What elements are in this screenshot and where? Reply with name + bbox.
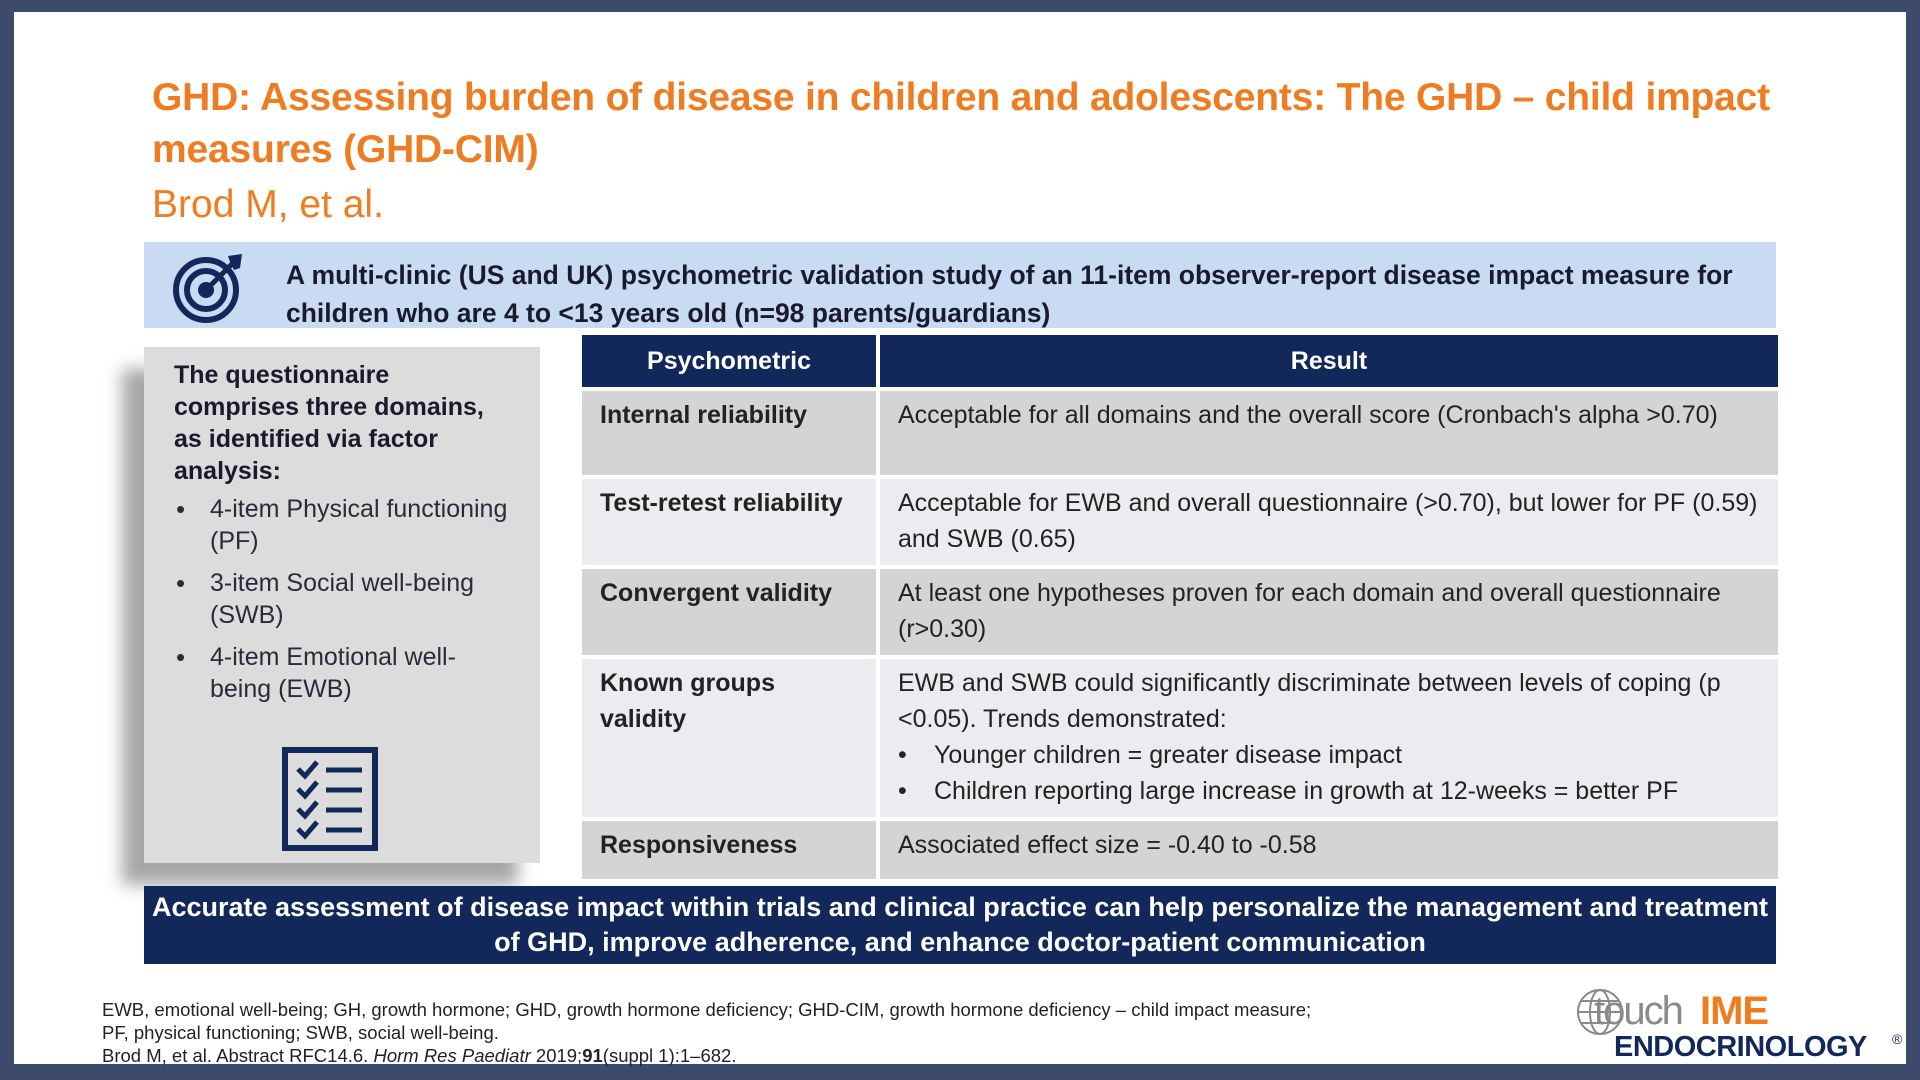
psychometric-cell: Test-retest reliability <box>582 479 880 569</box>
logo-touch: touch <box>1594 989 1682 1033</box>
list-item-label: Children reporting large increase in gro… <box>934 777 1679 805</box>
header-result: Result <box>880 335 1778 391</box>
domains-panel: The questionnaire comprises three domain… <box>144 347 540 863</box>
reference-journal: Horm Res Paediatr <box>373 1045 531 1066</box>
result-cell: At least one hypotheses proven for each … <box>880 569 1778 659</box>
reference-prefix: Brod M, et al. Abstract RFC14.6. <box>102 1045 374 1066</box>
reference-year: 2019; <box>530 1045 583 1066</box>
bullet: • <box>898 741 907 769</box>
result-cell: Associated effect size = -0.40 to -0.58 <box>880 821 1778 883</box>
checklist-icon <box>282 747 378 851</box>
list-item: • Children reporting large increase in gr… <box>898 773 1760 809</box>
table-row: Responsiveness Associated effect size = … <box>582 821 1778 883</box>
footnote-abbreviations: EWB, emotional well-being; GH, growth ho… <box>102 999 1312 1020</box>
list-item: • 3-item Social well-being (SWB) <box>174 567 514 631</box>
result-cell: Acceptable for EWB and overall questionn… <box>880 479 1778 569</box>
list-item: • Younger children = greater disease impa… <box>898 737 1760 773</box>
logo-product: ENDOCRINOLOGY <box>1614 1031 1867 1062</box>
bullet: • <box>898 777 907 805</box>
psychometric-table: Psychometric Result Internal reliability… <box>582 335 1778 883</box>
list-item: • 4-item Emotional well-being (EWB) <box>174 641 514 705</box>
result-cell: EWB and SWB could significantly discrimi… <box>880 659 1778 821</box>
list-item-label: 4-item Emotional well-being (EWB) <box>210 643 456 703</box>
slide-title: GHD: Assessing burden of disease in chil… <box>152 76 1770 171</box>
banner-text: A multi-clinic (US and UK) psychometric … <box>286 260 1733 328</box>
logo-registered: ® <box>1892 1031 1903 1047</box>
psychometric-cell: Convergent validity <box>582 569 880 659</box>
list-item: • 4-item Physical functioning (PF) <box>174 493 514 557</box>
list-item-label: 3-item Social well-being (SWB) <box>210 569 475 629</box>
psychometric-cell: Responsiveness <box>582 821 880 883</box>
bullet: • <box>176 494 186 524</box>
list-item-label: 4-item Physical functioning (PF) <box>210 495 508 555</box>
domains-list: • 4-item Physical functioning (PF) • 3-ite… <box>174 493 514 715</box>
result-text: EWB and SWB could significantly discrimi… <box>898 669 1721 733</box>
list-item-label: Younger children = greater disease impac… <box>934 741 1403 769</box>
table-row: Convergent validity At least one hypothe… <box>582 569 1778 659</box>
bullet: • <box>176 568 186 598</box>
conclusion-bar: Accurate assessment of disease impact wi… <box>144 886 1776 964</box>
result-cell: Acceptable for all domains and the overa… <box>880 391 1778 479</box>
table-row: Known groups validity EWB and SWB could … <box>582 659 1778 821</box>
table-row: Internal reliability Acceptable for all … <box>582 391 1778 479</box>
psychometric-cell: Known groups validity <box>582 659 880 821</box>
footnote-abbreviations-2: PF, physical functioning; SWB, social we… <box>102 1022 499 1043</box>
footnotes: EWB, emotional well-being; GH, growth ho… <box>102 998 1402 1067</box>
domains-heading: The questionnaire comprises three domain… <box>174 361 484 485</box>
logo-ime: IME <box>1700 989 1768 1033</box>
slide: GHD: Assessing burden of disease in chil… <box>14 12 1906 1067</box>
target-icon <box>173 254 242 323</box>
bullet: • <box>176 642 186 672</box>
reference-pages: (suppl 1):1–682. <box>602 1045 737 1066</box>
slide-subtitle: Brod M, et al. <box>152 183 384 226</box>
psychometric-cell: Internal reliability <box>582 391 880 479</box>
study-banner: A multi-clinic (US and UK) psychometric … <box>144 242 1776 328</box>
trend-list: • Younger children = greater disease impa… <box>898 737 1760 809</box>
footnote-reference: Brod M, et al. Abstract RFC14.6. Horm Re… <box>102 1044 1402 1067</box>
table-header-row: Psychometric Result <box>582 335 1778 391</box>
table-row: Test-retest reliability Acceptable for E… <box>582 479 1778 569</box>
reference-volume: 91 <box>582 1045 603 1066</box>
touchime-logo: touch IME ENDOCRINOLOGY ® <box>1577 989 1903 1062</box>
header-psychometric: Psychometric <box>582 335 880 391</box>
